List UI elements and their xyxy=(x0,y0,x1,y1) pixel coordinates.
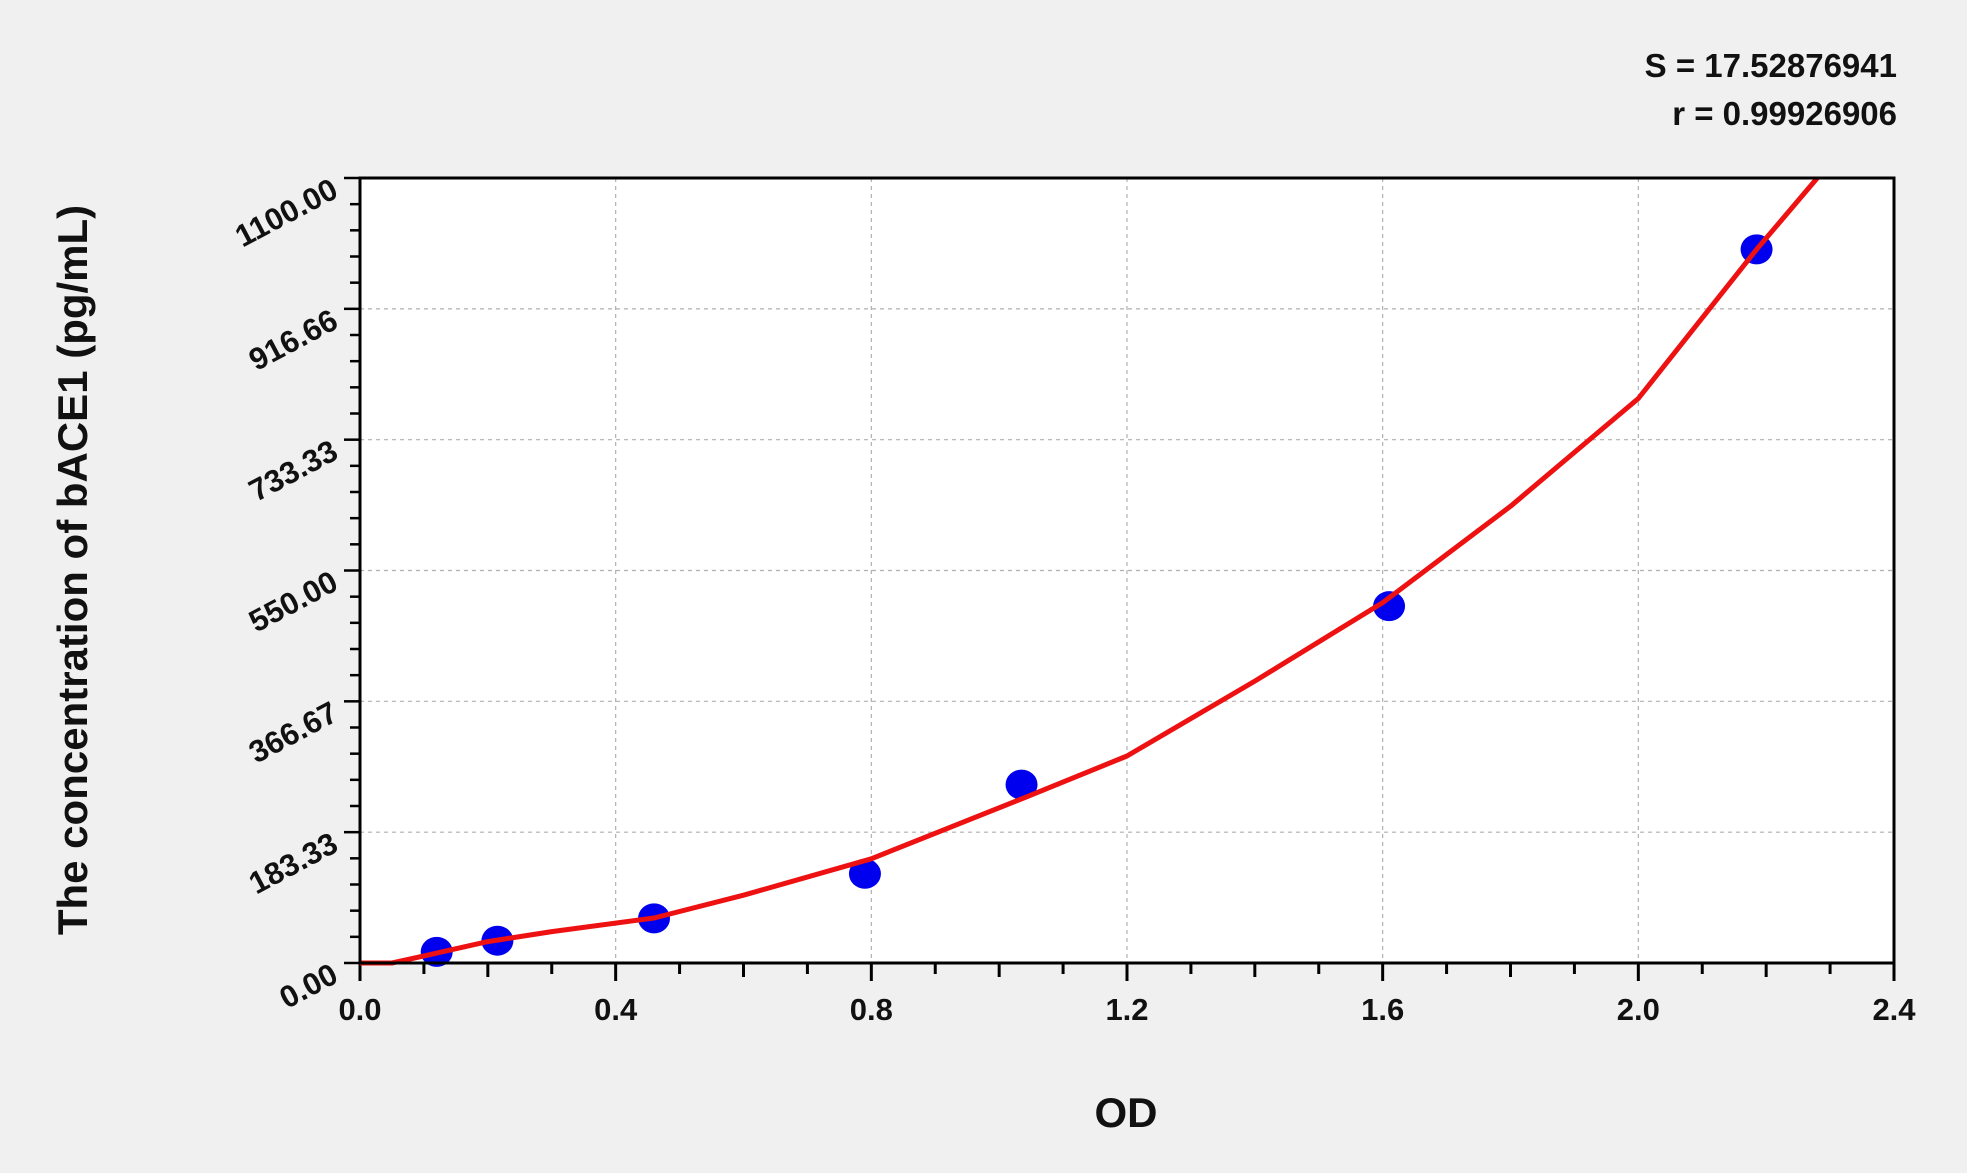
x-axis-label: OD xyxy=(1095,1089,1158,1136)
x-tick-label: 2.4 xyxy=(1872,992,1916,1027)
annotation-s: S = 17.52876941 xyxy=(1645,47,1897,84)
y-tick-label: 550.00 xyxy=(243,564,343,639)
y-tick-label: 916.66 xyxy=(243,302,343,377)
x-tick-labels: 0.0 0.4 0.8 1.2 1.6 2.0 2.4 xyxy=(338,992,1916,1027)
grid-lines xyxy=(360,178,1894,963)
x-tick-label: 2.0 xyxy=(1617,992,1660,1027)
data-point xyxy=(1005,769,1038,800)
y-tick-label: 183.33 xyxy=(243,825,343,900)
y-tick-label: 733.33 xyxy=(243,433,343,508)
plot-frame xyxy=(358,176,1896,965)
fit-curve xyxy=(360,176,1820,966)
y-tick-label: 0.00 xyxy=(274,956,344,1015)
y-tick-label: 366.67 xyxy=(243,695,343,770)
y-axis-label: The concentration of bACE1 (pg/mL) xyxy=(49,205,96,935)
x-tick-label: 0.0 xyxy=(338,992,381,1027)
fit-curve-group xyxy=(360,176,1820,966)
x-tick-label: 0.8 xyxy=(850,992,893,1027)
x-tick-label: 0.4 xyxy=(594,992,638,1027)
data-point xyxy=(1373,591,1406,622)
data-point xyxy=(848,858,881,889)
annotation-r: r = 0.99926906 xyxy=(1672,95,1897,132)
y-tick-label: 1100.00 xyxy=(229,171,343,254)
x-tick-label: 1.2 xyxy=(1105,992,1148,1027)
axis-ticks xyxy=(344,176,1896,981)
y-tick-labels: 0.00 183.33 366.67 550.00 733.33 916.66 1100.0… xyxy=(229,171,343,1015)
x-tick-label: 1.6 xyxy=(1361,992,1404,1027)
